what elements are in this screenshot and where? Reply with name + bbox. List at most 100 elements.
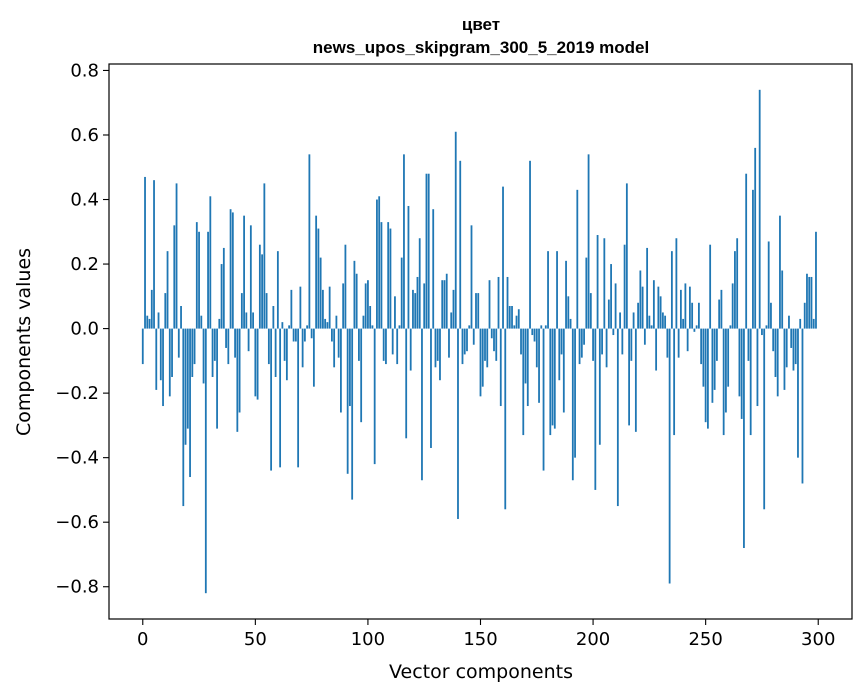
bar <box>252 312 254 329</box>
bar <box>423 283 426 329</box>
bar <box>427 173 430 329</box>
bar <box>652 280 655 329</box>
bar <box>272 306 275 329</box>
bar <box>258 244 261 329</box>
bar <box>727 328 730 387</box>
bar <box>754 147 757 329</box>
bar <box>418 238 421 329</box>
bar <box>625 183 628 329</box>
bar <box>551 328 554 426</box>
bar <box>544 325 547 329</box>
plot-frame <box>108 63 853 620</box>
bar <box>684 283 687 329</box>
bar <box>783 328 786 390</box>
bar <box>445 273 448 329</box>
bar <box>752 189 754 329</box>
bar <box>353 260 356 329</box>
bar <box>457 328 459 519</box>
bar <box>506 276 509 329</box>
bar <box>740 328 743 419</box>
bar <box>153 180 155 329</box>
bar <box>634 328 637 432</box>
bar <box>177 328 180 358</box>
bar <box>725 328 727 413</box>
bar <box>254 328 257 397</box>
bar <box>164 293 167 329</box>
bar <box>312 328 315 387</box>
bar <box>486 328 489 368</box>
bar <box>344 244 347 329</box>
bar <box>425 173 428 329</box>
bar <box>779 215 781 329</box>
bar <box>655 328 658 371</box>
bar <box>213 328 216 361</box>
bar <box>661 312 664 329</box>
bar <box>355 273 358 329</box>
bar <box>770 302 772 329</box>
bar <box>477 293 480 329</box>
bar <box>330 328 333 342</box>
bar <box>240 293 243 329</box>
bar <box>321 289 324 329</box>
bar <box>222 247 225 329</box>
bar <box>301 328 304 368</box>
bar <box>553 328 556 429</box>
bar <box>598 328 601 445</box>
bar <box>497 276 500 329</box>
bar <box>369 306 372 329</box>
bar <box>630 328 633 361</box>
bar <box>520 328 522 355</box>
bar <box>745 173 748 329</box>
chart-title: цвет <box>462 15 500 34</box>
bar <box>502 186 504 329</box>
bar <box>371 325 374 329</box>
bar <box>533 328 536 342</box>
bar <box>736 238 739 329</box>
bar <box>580 328 583 358</box>
bar <box>504 328 507 510</box>
bar <box>468 325 471 329</box>
bar <box>193 328 196 365</box>
bar <box>758 89 761 329</box>
bar <box>367 280 369 329</box>
bar <box>198 231 200 329</box>
bar <box>499 328 502 407</box>
bar <box>342 283 345 329</box>
bar <box>209 196 212 329</box>
bar <box>310 328 313 339</box>
bar <box>697 302 700 329</box>
bar <box>436 328 439 361</box>
bar <box>495 328 498 361</box>
bar <box>646 247 649 329</box>
bar <box>479 328 482 397</box>
bar <box>409 328 412 371</box>
bar <box>765 325 768 329</box>
bar <box>216 328 218 429</box>
bar <box>189 328 191 478</box>
bar <box>180 306 182 329</box>
bar <box>772 328 775 352</box>
bar <box>414 293 417 329</box>
bar <box>274 328 277 377</box>
bar <box>218 318 221 329</box>
bar <box>650 325 653 329</box>
bar <box>542 328 545 471</box>
bar <box>763 328 766 510</box>
bar <box>592 328 594 361</box>
bar <box>797 328 799 458</box>
bar <box>459 160 462 329</box>
bar <box>761 328 763 336</box>
bar <box>211 328 214 377</box>
bar <box>470 225 473 329</box>
bar <box>225 328 227 348</box>
bar <box>362 315 365 329</box>
bar <box>290 289 293 329</box>
bar <box>358 328 360 361</box>
bar <box>243 215 245 329</box>
bar <box>756 328 759 407</box>
bar <box>434 328 437 368</box>
bar <box>607 299 610 329</box>
bar <box>531 328 534 336</box>
bar <box>376 199 378 329</box>
bar <box>387 222 390 329</box>
